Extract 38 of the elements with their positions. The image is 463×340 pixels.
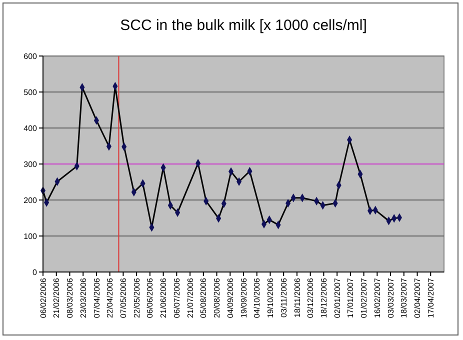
- y-tick-label: 100: [24, 232, 38, 241]
- x-tick-label: 03/12/2006: [306, 277, 316, 318]
- x-tick-label: 01/02/2007: [360, 277, 369, 318]
- x-tick-label: 21/07/2006: [186, 277, 195, 318]
- x-tick-label: 06/02/2006: [38, 277, 48, 318]
- x-tick-label: 17/01/2007: [346, 277, 356, 318]
- x-tick-label: 17/04/2007: [426, 277, 436, 318]
- y-tick-label: 600: [24, 52, 38, 61]
- x-tick-label: 08/03/2006: [66, 277, 75, 318]
- x-tick-label: 21/06/2006: [159, 277, 168, 318]
- x-tick-label: 18/11/2006: [292, 277, 302, 318]
- x-tick-label: 02/01/2007: [332, 277, 342, 318]
- x-tick-label: 18/12/2006: [320, 277, 328, 318]
- x-tick-label: 07/04/2006: [92, 277, 102, 318]
- x-tick-label: 22/05/2006: [132, 277, 142, 318]
- x-tick-label: 23/03/2006: [78, 277, 88, 318]
- x-tick-label: 16/02/2007: [372, 277, 382, 318]
- y-tick-label: 300: [24, 160, 38, 169]
- x-tick-label: 07/05/2006: [119, 277, 128, 318]
- x-tick-label: 06/06/2006: [146, 277, 155, 318]
- y-tick-label: 200: [24, 196, 38, 205]
- chart-title: SCC in the bulk milk [x 1000 cells/ml]: [120, 17, 367, 34]
- x-tick-label: 04/10/2006: [252, 277, 262, 318]
- x-tick-label: 04/09/2006: [226, 277, 235, 318]
- x-tick-label: 20/08/2006: [212, 277, 222, 318]
- x-tick-label: 03/11/2006: [279, 277, 288, 318]
- x-tick-label: 19/10/2006: [266, 277, 276, 318]
- y-tick-label: 500: [24, 88, 38, 97]
- x-tick-label: 05/08/2006: [199, 277, 208, 318]
- y-tick-label: 0: [32, 268, 38, 277]
- x-tick-label: 02/04/2007: [413, 277, 422, 318]
- x-tick-label: 22/04/2006: [106, 277, 115, 318]
- x-tick-label: 18/03/2007: [400, 277, 409, 318]
- y-tick-label: 400: [24, 124, 38, 133]
- x-tick-label: 03/03/2007: [386, 277, 396, 318]
- x-tick-label: 21/02/2006: [52, 277, 62, 318]
- x-tick-label: 19/09/2006: [239, 277, 248, 318]
- x-tick-label: 06/07/2006: [172, 277, 182, 318]
